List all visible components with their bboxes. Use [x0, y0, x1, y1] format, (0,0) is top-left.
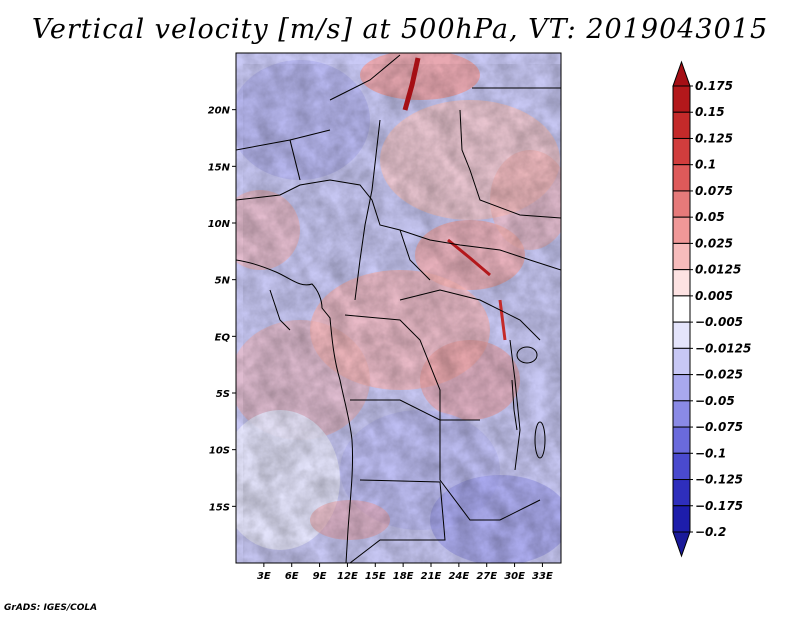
colorbar-label: 0.0125 [695, 263, 741, 277]
lat-tick-label: 15N [208, 162, 231, 173]
colorbar-segment [672, 426, 691, 454]
map-frame [235, 52, 562, 564]
colorbar-segment [672, 269, 691, 297]
lat-tick-label: 10N [208, 219, 231, 230]
colorbar-label: 0.025 [695, 236, 733, 250]
colorbar-segment [672, 479, 691, 507]
colorbar-label: 0.005 [695, 289, 733, 303]
lat-tick-label: 5S [216, 389, 230, 400]
colorbar-bottom-triangle [672, 531, 691, 558]
colorbar-top-triangle [672, 60, 691, 87]
lon-tick-label: 27E [476, 571, 497, 582]
colorbar-segment [672, 374, 691, 402]
colorbar-label: −0.175 [695, 499, 743, 513]
colorbar-label: −0.025 [695, 368, 743, 382]
colorbar-label: 0.1 [695, 158, 716, 172]
lon-tick-label: 3E [257, 571, 271, 582]
colorbar: 0.175 0.15 0.125 0.1 0.075 0.05 0.025 0.0125 0.0… [672, 60, 751, 558]
colorbar-label: −0.1 [695, 446, 726, 460]
lat-tick-label: 5N [215, 276, 231, 287]
colorbar-segment [672, 347, 691, 376]
colorbar-label: −0.005 [695, 315, 743, 329]
colorbar-label: −0.125 [695, 473, 743, 487]
lon-tick-label: 24E [448, 571, 469, 582]
colorbar-segment [672, 137, 691, 166]
colorbar-label: −0.0125 [695, 341, 751, 355]
lon-tick-label: 18E [393, 571, 414, 582]
lat-tick-label: 10S [209, 446, 230, 457]
colorbar-segment [672, 190, 691, 218]
lon-tick-label: 33E [532, 571, 553, 582]
colorbar-label: 0.075 [695, 184, 733, 198]
lon-tick-label: 9E [313, 571, 327, 582]
longitude-axis: 3E 6E 9E 12E 15E 18E 21E 24E 27E 30E 33E [257, 563, 553, 582]
lon-tick-label: 12E [337, 571, 358, 582]
colorbar-label: −0.075 [695, 420, 743, 434]
velocity-field [236, 53, 561, 563]
lon-tick-label: 30E [504, 571, 525, 582]
lat-tick-label: 20N [208, 106, 231, 117]
colorbar-label: 0.125 [695, 131, 733, 145]
colorbar-label: −0.05 [695, 394, 735, 408]
lat-tick-label: 15S [209, 502, 230, 513]
colorbar-segment [672, 242, 691, 271]
lon-tick-label: 21E [421, 571, 442, 582]
lon-tick-label: 15E [365, 571, 386, 582]
colorbar-label: −0.2 [695, 525, 726, 539]
colorbar-segment [672, 400, 691, 428]
map-title: Vertical velocity [m/s] at 500hPa, VT: 2… [31, 14, 769, 45]
lat-tick-label: EQ [215, 332, 231, 343]
colorbar-segment [672, 164, 691, 192]
colorbar-label: 0.05 [695, 210, 725, 224]
colorbar-segment [672, 295, 691, 323]
latitude-axis: 20N 15N 10N 5N EQ 5S 10S 15S [208, 106, 236, 513]
grads-credit: GrADS: IGES/COLA [4, 603, 98, 613]
colorbar-segment [672, 452, 691, 481]
colorbar-segment [672, 505, 691, 533]
colorbar-segment [672, 111, 691, 139]
colorbar-segment [672, 216, 691, 244]
lon-tick-label: 6E [285, 571, 299, 582]
colorbar-segment [672, 321, 691, 349]
colorbar-label: 0.175 [695, 79, 733, 93]
colorbar-label: 0.15 [695, 105, 725, 119]
colorbar-segment [672, 85, 691, 113]
